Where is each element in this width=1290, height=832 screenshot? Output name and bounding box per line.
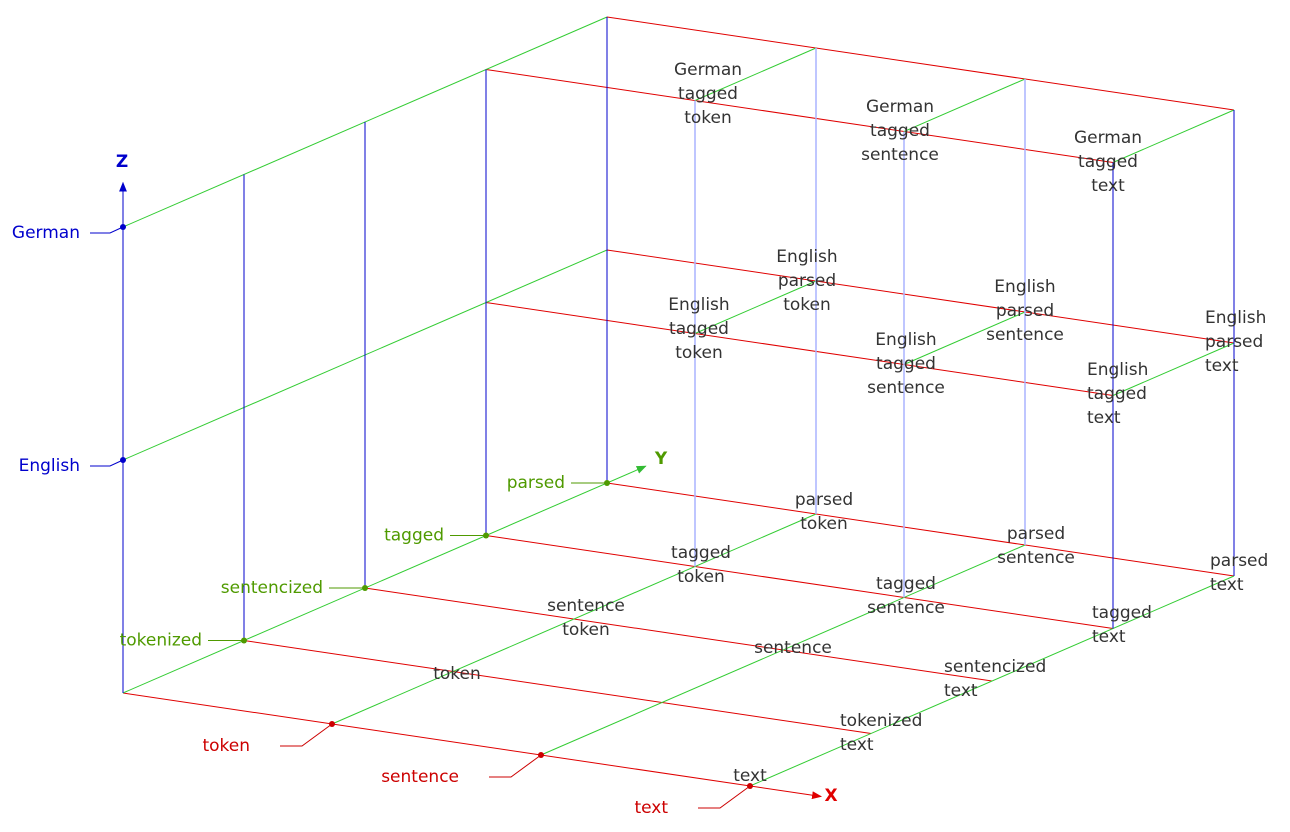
cell-label: English (875, 330, 936, 350)
cell-label: token (677, 567, 725, 587)
x-grid-line (606, 249, 1235, 344)
x-axis-title: X (824, 786, 837, 806)
cell-label: text (840, 735, 874, 755)
x-grid-line (364, 587, 993, 682)
x-axis (122, 692, 823, 800)
x-tick-label-leader (698, 785, 751, 809)
cell-label: parsed (996, 301, 1054, 321)
y-tick-label-point (241, 637, 247, 644)
y-tick-label: tokenized (120, 631, 202, 651)
cell-label: tagged (1087, 384, 1147, 404)
y-axis-title: Y (654, 449, 668, 469)
cell-label: parsed (778, 271, 836, 291)
cell-label: sentence (754, 638, 832, 658)
cell-label: English (1087, 360, 1148, 380)
x-tick-label: sentence (381, 767, 459, 787)
y-tick-label-point (362, 585, 368, 591)
cell-label: token (800, 514, 848, 534)
x-grid-line (243, 640, 872, 734)
cell-label: sentence (867, 378, 945, 398)
cell-label: text (1091, 176, 1125, 196)
cell-label: parsed (1007, 524, 1065, 544)
cell-label: English (776, 247, 837, 267)
y-axis (122, 465, 647, 694)
z-tick-label-point (120, 457, 126, 463)
cell-label: English (668, 295, 729, 315)
cell-label: English (994, 277, 1055, 297)
y-grid-line (749, 575, 1235, 787)
cell-label: tagged (1078, 152, 1138, 172)
cell-label: sentence (547, 596, 625, 616)
x-tick-label-leader (489, 754, 542, 778)
y-grid-line (903, 311, 1026, 365)
cell-label: token (675, 343, 723, 363)
x-grid-line (485, 302, 1114, 396)
x-grid-line (606, 482, 1235, 577)
cell-label: token (562, 620, 610, 640)
cell-label: tagged (876, 574, 936, 594)
y-grid-line (331, 513, 817, 725)
x-grid-line (606, 16, 1235, 111)
x-tick-label-point (538, 752, 544, 758)
x-tick-label-point (329, 721, 335, 727)
cell-label: parsed (1205, 332, 1263, 352)
cell-label: token (783, 295, 831, 315)
z-tick-label-leader (90, 226, 124, 234)
cell-label: parsed (795, 490, 853, 510)
z-tick-label: German (12, 223, 80, 243)
y-grid-line (694, 280, 817, 334)
cell-label: tagged (870, 121, 930, 141)
cell-label: text (1092, 627, 1126, 647)
cell-label: sentence (997, 548, 1075, 568)
cell-label: token (684, 108, 732, 128)
cell-label: English (1205, 308, 1266, 328)
cell-label: parsed (1210, 551, 1268, 571)
cell-label: sentence (861, 145, 939, 165)
y-grid-line (903, 78, 1026, 132)
cell-label: text (1210, 575, 1244, 595)
cell-label: tagged (669, 319, 729, 339)
x-grid-line (485, 535, 1114, 629)
cell-label: tagged (876, 354, 936, 374)
x-tick-label-point (747, 783, 753, 789)
cell-label: sentence (867, 598, 945, 618)
y-tick-label-point (483, 532, 489, 539)
cell-label: tokenized (840, 711, 922, 731)
y-tick-label: parsed (507, 473, 565, 493)
z-axis-title: Z (116, 152, 128, 172)
y-tick-label: sentencized (221, 578, 323, 598)
x-tick-label: token (202, 736, 250, 756)
y-grid-line (694, 47, 817, 101)
y-grid-line (540, 544, 1026, 756)
cell-label: text (1205, 356, 1239, 376)
x-grid-line (485, 69, 1114, 163)
y-grid-line (1112, 109, 1235, 163)
x-tick-label: text (634, 798, 668, 818)
cell-label: tagged (671, 543, 731, 563)
y-tick-label-point (604, 480, 610, 486)
cell-label: token (433, 664, 481, 684)
z-tick-label-leader (90, 459, 124, 467)
y-grid-line (1112, 342, 1235, 396)
cell-label: German (866, 97, 934, 117)
y-tick-label: tagged (384, 526, 444, 546)
z-tick-label-point (120, 224, 126, 230)
cell-label: text (944, 681, 978, 701)
cell-label: tagged (1092, 603, 1152, 623)
cell-label: German (674, 60, 742, 80)
cell-label: sentence (986, 325, 1064, 345)
x-tick-label-leader (280, 723, 333, 747)
cell-label: sentencized (944, 657, 1046, 677)
cell-label: German (1074, 128, 1142, 148)
cell-label: tagged (678, 84, 738, 104)
cell-label: text (1087, 408, 1121, 428)
cell-label: text (733, 766, 767, 786)
z-tick-label: English (19, 456, 80, 476)
